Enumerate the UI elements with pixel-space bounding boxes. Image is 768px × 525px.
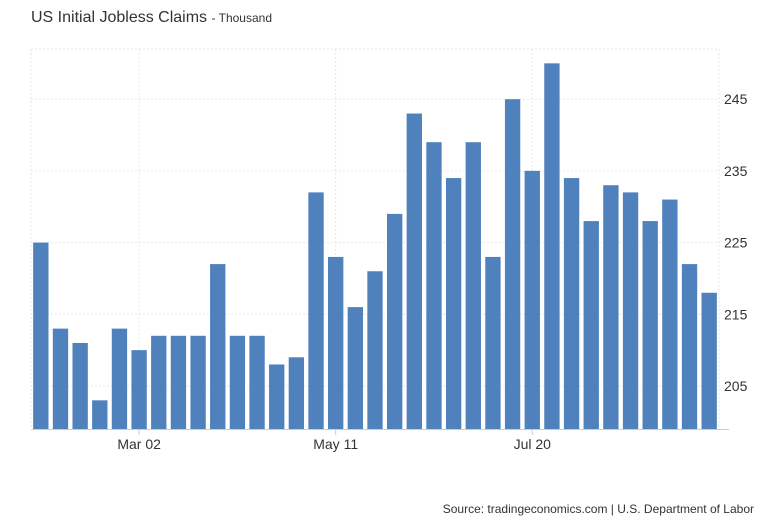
bar [52, 328, 69, 429]
bar [544, 63, 560, 429]
chart-title: US Initial Jobless Claims [31, 9, 208, 26]
bar [33, 242, 49, 429]
bar [504, 99, 521, 429]
bar [111, 328, 128, 429]
bar [190, 335, 206, 429]
source-note: Source: tradingeconomics.com | U.S. Depa… [442, 502, 754, 516]
x-tick-label: Jul 20 [514, 436, 552, 452]
bar [642, 221, 658, 429]
bar [308, 192, 324, 429]
y-tick-label: 205 [724, 378, 748, 394]
bar [170, 335, 187, 429]
bar [288, 357, 305, 429]
y-tick-label: 225 [724, 235, 748, 251]
bar [426, 142, 442, 429]
chart-subtitle: - Thousand [211, 11, 273, 25]
y-tick-label: 245 [724, 91, 748, 107]
bar [681, 264, 698, 429]
x-tick-label: Mar 02 [117, 436, 161, 452]
bar [583, 221, 599, 429]
bar [406, 113, 422, 429]
bar [603, 185, 619, 429]
bar [269, 364, 285, 429]
bar [524, 170, 540, 430]
bar [445, 178, 462, 429]
x-tick-label: May 11 [313, 436, 358, 452]
bar [210, 264, 226, 429]
bar [328, 256, 344, 429]
bar [622, 192, 639, 429]
bar [229, 335, 246, 429]
bar [662, 199, 678, 429]
y-tick-label: 215 [724, 306, 748, 322]
bar [131, 350, 147, 429]
chart-title-block: US Initial Jobless Claims - Thousand [31, 9, 272, 27]
bar [485, 256, 501, 429]
bar [563, 178, 580, 429]
bar [465, 142, 481, 429]
bar [386, 213, 403, 429]
bar [701, 292, 717, 429]
bar [72, 342, 88, 429]
y-tick-label: 235 [724, 163, 748, 179]
bar [347, 307, 364, 429]
bar [92, 400, 108, 429]
bar [367, 271, 383, 429]
bar [249, 335, 265, 429]
bar [151, 335, 167, 429]
